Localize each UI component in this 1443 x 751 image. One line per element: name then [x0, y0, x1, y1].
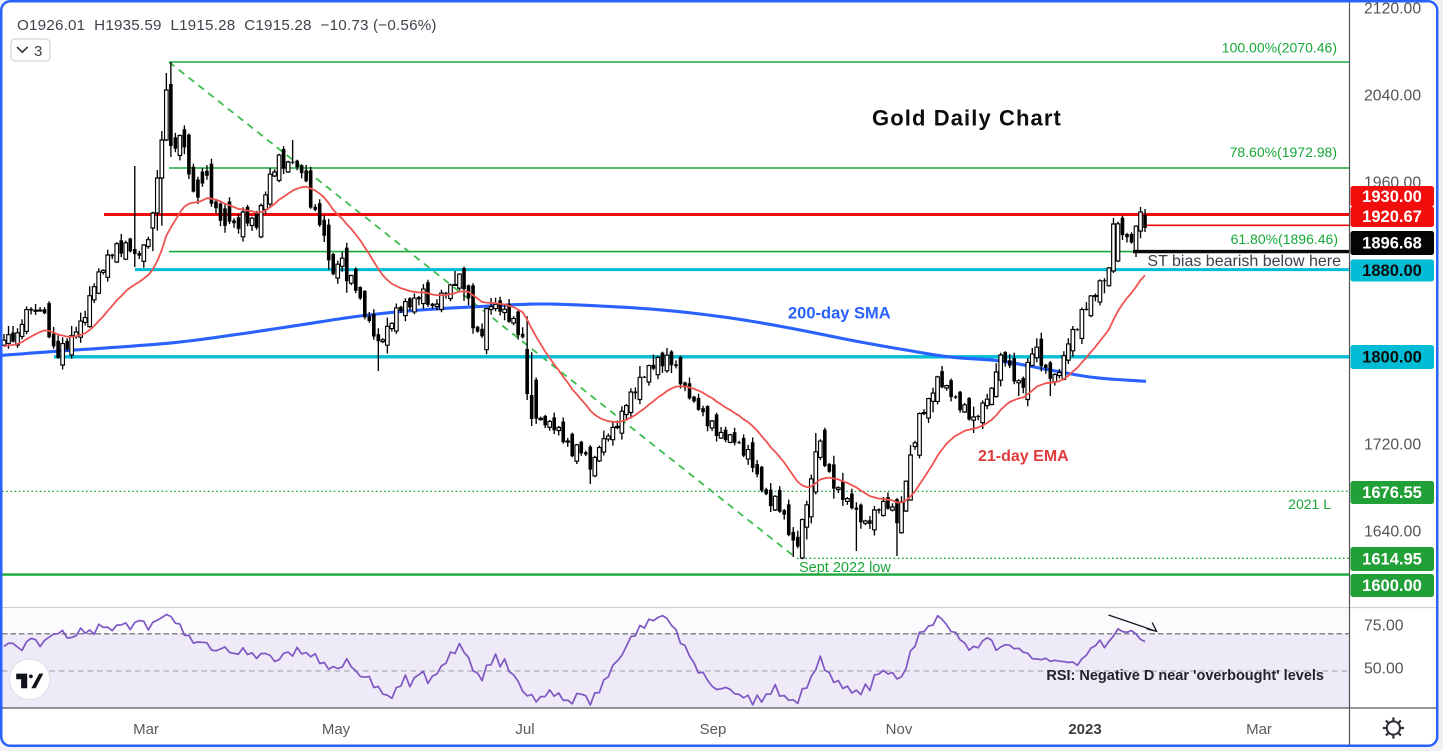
svg-text:1896.68: 1896.68 — [1362, 235, 1422, 253]
svg-text:200-day SMA: 200-day SMA — [788, 305, 891, 323]
svg-text:Nov: Nov — [886, 721, 913, 738]
svg-text:50.00: 50.00 — [1364, 660, 1404, 677]
svg-text:1640.00: 1640.00 — [1364, 523, 1421, 540]
svg-text:1930.00: 1930.00 — [1362, 188, 1422, 206]
svg-text:61.80%(1896.46): 61.80%(1896.46) — [1231, 231, 1338, 247]
svg-text:78.60%(1972.98): 78.60%(1972.98) — [1230, 144, 1337, 160]
svg-text:75.00: 75.00 — [1364, 617, 1404, 634]
svg-text:1614.95: 1614.95 — [1362, 551, 1422, 569]
svg-text:3: 3 — [34, 43, 42, 60]
svg-text:Gold Daily Chart: Gold Daily Chart — [872, 106, 1062, 131]
svg-text:1800.00: 1800.00 — [1362, 349, 1422, 367]
svg-text:Jul: Jul — [515, 721, 534, 738]
svg-text:1600.00: 1600.00 — [1362, 577, 1422, 595]
svg-text:ST bias bearish below here: ST bias bearish below here — [1147, 253, 1341, 270]
svg-text:RSI: Negative D near 'overboug: RSI: Negative D near 'overbought' levels — [1046, 668, 1324, 684]
svg-text:2120.00: 2120.00 — [1364, 0, 1421, 17]
svg-text:1920.67: 1920.67 — [1362, 208, 1422, 226]
svg-text:Mar: Mar — [133, 721, 159, 738]
svg-text:Sep: Sep — [700, 721, 727, 738]
svg-text:2023: 2023 — [1068, 721, 1101, 738]
svg-text:1720.00: 1720.00 — [1364, 436, 1421, 453]
svg-text:Mar: Mar — [1246, 721, 1272, 738]
svg-text:May: May — [322, 721, 351, 738]
svg-text:2021 L: 2021 L — [1288, 496, 1331, 512]
svg-text:100.00%(2070.46): 100.00%(2070.46) — [1222, 40, 1337, 56]
svg-text:Sept 2022 low: Sept 2022 low — [799, 560, 891, 576]
svg-text:2040.00: 2040.00 — [1364, 87, 1421, 104]
svg-text:1676.55: 1676.55 — [1362, 484, 1422, 502]
svg-text:21-day EMA: 21-day EMA — [978, 448, 1069, 465]
svg-text:1880.00: 1880.00 — [1362, 262, 1422, 280]
svg-text:O1926.01 H1935.59 L1915.28: O1926.01 H1935.59 L1915.28 C1915.28 −10.… — [17, 17, 437, 34]
